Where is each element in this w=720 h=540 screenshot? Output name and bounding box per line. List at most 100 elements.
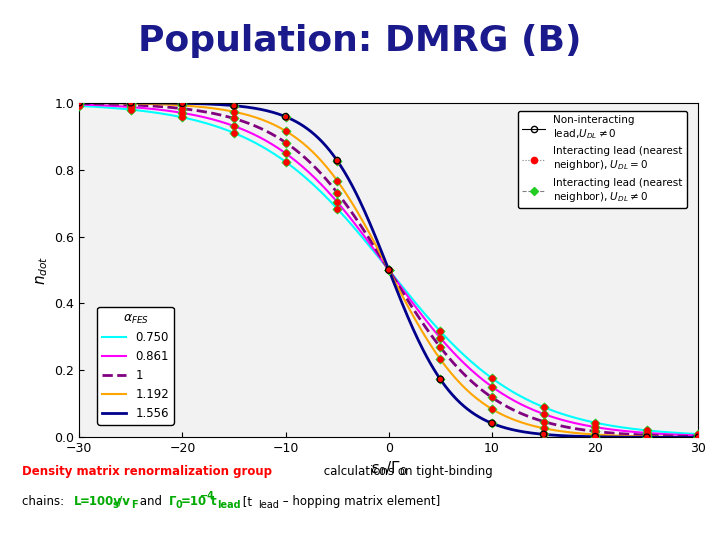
Point [538,424,549,433]
Point [693,431,704,440]
Point [125,100,137,109]
Point [590,433,601,441]
Point [435,343,446,352]
Point [228,114,240,123]
Point [125,98,137,107]
Point [125,103,137,111]
Point [486,374,498,382]
Point [73,99,85,108]
Point [693,430,704,438]
Point [693,433,704,442]
Point [73,98,85,107]
Point [383,266,395,274]
Point [280,158,292,166]
Point [176,109,188,117]
Point [641,426,652,435]
Y-axis label: $n_{dot}$: $n_{dot}$ [35,255,50,285]
Point [435,327,446,336]
Point [331,156,343,165]
Point [590,418,601,427]
Point [590,433,601,441]
Point [176,104,188,113]
Point [538,417,549,426]
Text: and: and [136,495,166,508]
Point [176,101,188,110]
Point [693,433,704,442]
Text: =10: =10 [181,495,207,508]
Point [228,129,240,137]
Point [486,382,498,391]
Point [486,405,498,414]
Point [280,138,292,147]
Point [331,188,343,197]
Point [538,430,549,438]
Point [641,429,652,437]
Point [383,266,395,274]
Text: 0: 0 [175,500,182,510]
Point [538,417,549,426]
Text: F: F [131,500,138,510]
Point [73,100,85,109]
Point [538,403,549,411]
Point [228,102,240,110]
Point [228,102,240,110]
Point [538,424,549,433]
Point [125,103,137,111]
Point [590,430,601,439]
Point [693,432,704,441]
Point [228,107,240,116]
Point [486,405,498,414]
Text: L: L [73,495,81,508]
Text: s: s [112,500,118,510]
Legend: Non-interacting
lead,$U_{DL}\neq 0$, Interacting lead (nearest
neighbor), $U_{DL: Non-interacting lead,$U_{DL}\neq 0$, Int… [518,111,687,208]
Point [228,122,240,130]
Text: =100v: =100v [80,495,122,508]
Point [176,113,188,122]
Point [280,158,292,166]
Point [486,382,498,391]
Point [176,104,188,113]
Point [331,198,343,206]
Point [486,419,498,428]
Point [435,375,446,384]
Point [331,198,343,206]
Point [228,102,240,110]
Point [538,410,549,418]
Point [641,432,652,441]
Text: chains:: chains: [22,495,68,508]
Point [435,334,446,342]
Text: −4: −4 [200,491,215,501]
Text: calculations on tight-binding: calculations on tight-binding [320,465,493,478]
Point [383,266,395,274]
Point [176,113,188,122]
Point [641,431,652,440]
Point [383,266,395,274]
Point [590,427,601,436]
Text: Γ: Γ [168,495,176,508]
Point [538,410,549,418]
Point [176,99,188,107]
Point [693,433,704,442]
Point [590,418,601,427]
Point [383,266,395,274]
Point [176,99,188,107]
Point [73,98,85,107]
Point [435,355,446,363]
Point [125,105,137,114]
Point [228,114,240,123]
Text: Density matrix renormalization group: Density matrix renormalization group [22,465,271,478]
Point [693,430,704,438]
Text: – hopping matrix element]: – hopping matrix element] [279,495,441,508]
Point [435,343,446,352]
Point [383,266,395,274]
Point [435,327,446,336]
Point [538,430,549,438]
Point [228,107,240,116]
Point [331,177,343,185]
Point [228,122,240,130]
Point [73,100,85,109]
Point [125,99,137,108]
Point [693,433,704,442]
Point [125,98,137,107]
Point [641,433,652,442]
